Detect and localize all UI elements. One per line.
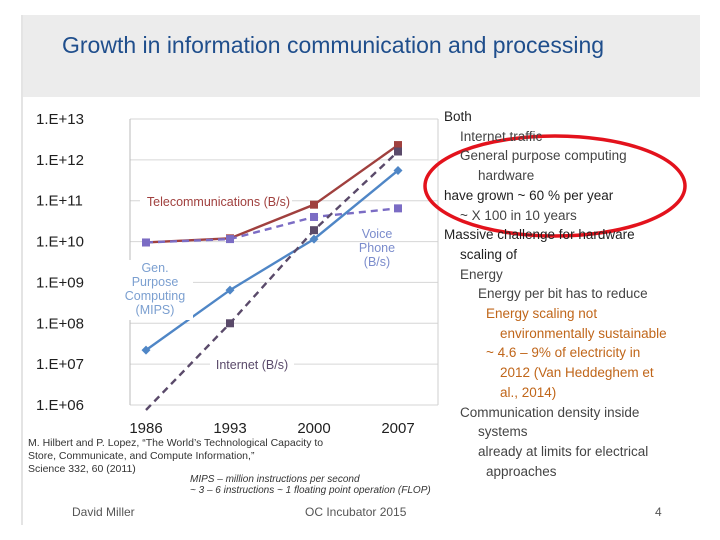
series-label: Voice	[362, 227, 393, 241]
series-line	[145, 169, 399, 352]
y-tick-label: 1.E+08	[36, 315, 84, 332]
bullet-text-line: Communication density inside	[460, 404, 640, 420]
citation-line: Science 332, 60 (2011)	[28, 463, 136, 475]
series-label: Internet (B/s)	[216, 358, 288, 372]
bullet-text-line: approaches	[486, 463, 557, 479]
bullet-text-line: ~ 4.6 – 9% of electricity in	[486, 345, 641, 361]
bullet-text-line: hardware	[478, 168, 535, 184]
series-label-background	[117, 260, 193, 320]
x-tick-label: 2007	[381, 420, 414, 437]
y-tick-label: 1.E+13	[36, 111, 84, 128]
data-point	[309, 234, 319, 244]
data-point	[310, 212, 318, 221]
y-tick-label: 1.E+11	[36, 193, 83, 210]
y-tick-label: 1.E+07	[36, 356, 84, 373]
bullet-text-line: al., 2014)	[500, 384, 557, 400]
series-label-background	[210, 357, 294, 375]
bullet-text-line: General purpose computing	[460, 148, 627, 164]
footer-event: OC Incubator 2015	[305, 505, 407, 519]
bullet-text-line: Energy per bit has to reduce	[478, 286, 648, 302]
mips-note: MIPS – million instructions per second ~…	[190, 474, 431, 496]
x-tick-label: 1986	[129, 420, 162, 437]
x-tick-label: 1993	[213, 420, 246, 437]
x-tick-label: 2000	[297, 420, 330, 437]
data-point	[394, 147, 402, 156]
slide-title: Growth in information communication and …	[62, 32, 605, 58]
bullet-text-line: 2012 (Van Heddeghem et	[500, 365, 654, 381]
bullet-text-line: Internet traffic	[460, 128, 543, 144]
series-label: Purpose	[132, 275, 179, 289]
bullet-text-line: environmentally sustainable	[500, 325, 667, 341]
series-line	[145, 150, 399, 411]
citation-line: M. Hilbert and P. Lopez, “The World’s Te…	[28, 437, 324, 449]
series-label-background	[140, 194, 292, 212]
footer-author: David Miller	[72, 505, 135, 519]
series-label: Gen.	[141, 261, 168, 275]
series-label: Phone	[359, 241, 395, 255]
series-label: Computing	[125, 289, 185, 303]
data-point	[310, 226, 318, 235]
bullet-text-line: Energy scaling not	[486, 306, 598, 321]
bullet-text-line: Both	[444, 109, 472, 124]
data-point	[394, 204, 402, 213]
header-band	[23, 15, 700, 97]
footer-page-number: 4	[655, 505, 662, 519]
data-point	[310, 200, 318, 209]
data-point	[142, 238, 150, 247]
bullet-text-line: already at limits for electrical	[478, 443, 649, 459]
y-tick-label: 1.E+12	[36, 152, 84, 169]
bullet-text-line: Massive challenge for hardware	[444, 227, 635, 243]
series-label: (B/s)	[364, 255, 390, 269]
bullet-text-line: have grown ~ 60 % per year	[444, 187, 614, 203]
y-tick-label: 1.E+06	[36, 397, 84, 414]
citation-line: Store, Communicate, and Compute Informat…	[28, 450, 255, 462]
bullet-text-line: ~ X 100 in 10 years	[460, 207, 577, 223]
series-label: Telecommunications (B/s)	[147, 195, 290, 209]
citation: M. Hilbert and P. Lopez, “The World’s Te…	[28, 437, 323, 476]
bullet-text-line: systems	[478, 424, 528, 440]
data-point	[225, 285, 235, 295]
data-point	[226, 319, 234, 328]
y-tick-label: 1.E+09	[36, 274, 84, 291]
series-line	[145, 207, 399, 244]
bullet-text-line: scaling of	[460, 246, 518, 262]
y-tick-label: 1.E+10	[36, 234, 84, 251]
series-label: (MIPS)	[136, 303, 175, 317]
data-point	[226, 235, 234, 244]
data-point	[141, 345, 151, 355]
mips-note-line: ~ 3 – 6 instructions ~ 1 floating point …	[190, 485, 431, 496]
bullet-text-line: Energy	[460, 266, 503, 282]
left-decoration-strip	[21, 15, 23, 525]
data-point	[394, 141, 402, 150]
mips-note-line: MIPS – million instructions per second	[190, 474, 360, 485]
highlight-ellipse	[423, 134, 687, 238]
data-point	[393, 165, 403, 175]
